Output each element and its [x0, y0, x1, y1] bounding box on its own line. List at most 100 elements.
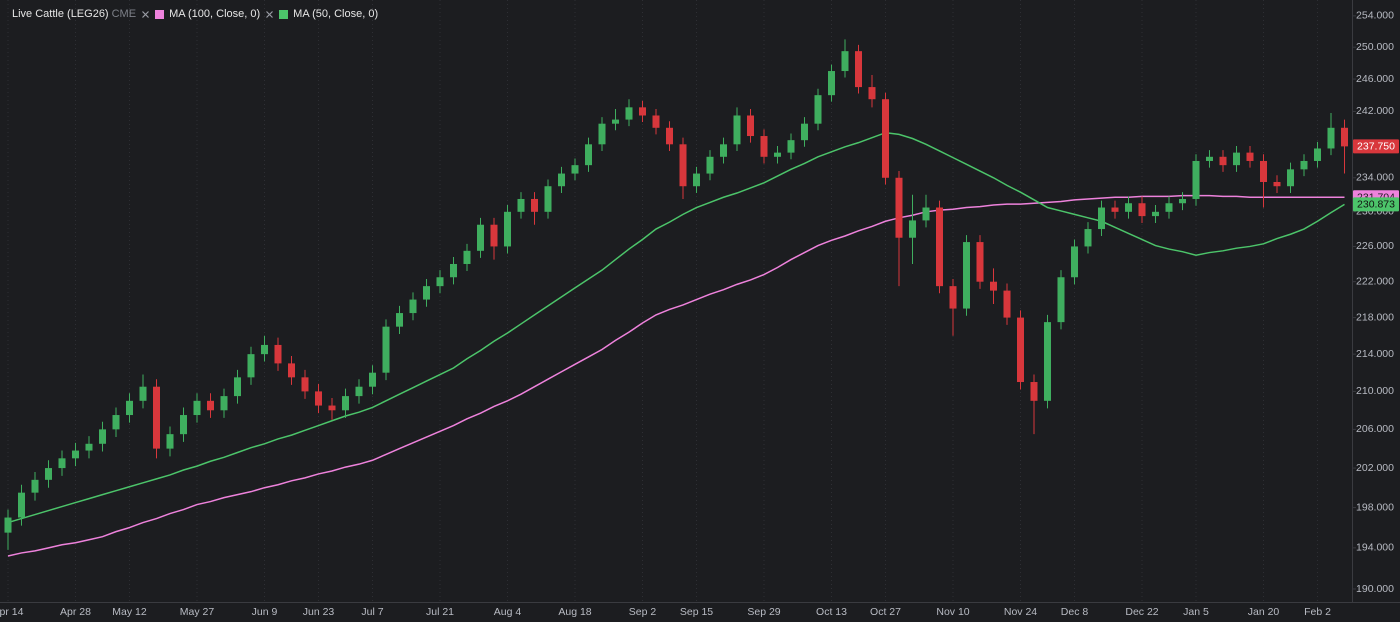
candle-body: [1138, 203, 1146, 217]
candle-body: [1341, 127, 1348, 147]
candle-body: [409, 299, 417, 314]
candle-body: [234, 377, 241, 397]
y-tick-label: 242.000: [1356, 105, 1394, 117]
candle-body: [976, 242, 984, 282]
x-tick-label: Jun 23: [303, 606, 335, 618]
x-tick-label: Apr 14: [0, 606, 24, 618]
x-tick-label: Oct 13: [816, 606, 847, 618]
y-tick-label: 210.000: [1356, 385, 1394, 397]
candle-body: [720, 144, 727, 157]
candle-body: [1057, 277, 1065, 323]
x-tick-label: Dec 8: [1061, 606, 1089, 618]
candle-body: [801, 123, 808, 141]
x-tick-label: Dec 22: [1125, 606, 1158, 618]
candle-body: [18, 492, 25, 518]
legend: Live Cattle (LEG26) CME MA (100, Close, …: [12, 8, 378, 20]
candle-body: [382, 326, 390, 373]
candle-body: [504, 211, 511, 247]
candle-body: [841, 51, 849, 72]
y-tick-label: 214.000: [1356, 348, 1394, 360]
candle-body: [45, 468, 52, 480]
candle-body: [1260, 160, 1267, 182]
x-tick-label: Sep 2: [629, 606, 657, 618]
candle-body: [166, 434, 174, 449]
y-tick-label: 254.000: [1356, 10, 1394, 22]
candle-body: [666, 127, 673, 145]
candle-body: [220, 396, 228, 411]
candle-body: [936, 207, 943, 287]
candle-body: [1219, 156, 1227, 166]
candle-body: [922, 207, 930, 221]
y-tick-label: 246.000: [1356, 73, 1394, 85]
candle-body: [423, 286, 430, 300]
candle-body: [706, 156, 714, 174]
candle-body: [477, 224, 484, 251]
candle-body: [193, 400, 201, 416]
x-tick-label: Aug 18: [558, 606, 591, 618]
candle-body: [58, 458, 66, 469]
y-tick-label: 218.000: [1356, 311, 1394, 323]
candle-body: [1084, 229, 1092, 247]
candle-body: [1246, 152, 1254, 161]
legend-swatch: [155, 9, 165, 19]
candle-body: [693, 173, 700, 187]
candle-body: [72, 450, 79, 459]
candle-body: [855, 51, 862, 88]
candle-body: [301, 377, 309, 392]
candle-body: [288, 363, 295, 378]
price-tag: [1353, 139, 1399, 154]
x-tick-label: Apr 28: [60, 606, 91, 618]
y-tick-label: 222.000: [1356, 275, 1394, 287]
candle-body: [558, 173, 565, 187]
candle-body: [1165, 203, 1173, 212]
candle-body: [585, 144, 592, 166]
candle-body: [639, 107, 646, 116]
candle-body: [571, 165, 579, 174]
candle-body: [774, 152, 781, 157]
exchange: CME: [111, 8, 137, 20]
candle-body: [531, 198, 538, 212]
candle-body: [828, 71, 835, 96]
candle-body: [328, 405, 336, 411]
candle-body: [261, 344, 268, 355]
remove-symbol[interactable]: [141, 10, 150, 19]
candle-body: [99, 429, 106, 444]
legend-swatch: [279, 9, 289, 19]
y-tick-label: 190.000: [1356, 583, 1394, 595]
candle-body: [679, 144, 687, 187]
x-tick-label: May 27: [180, 606, 215, 618]
candle-body: [652, 115, 660, 128]
candle-body: [868, 87, 876, 100]
x-tick-label: Oct 27: [870, 606, 901, 618]
candle-body: [963, 242, 970, 309]
candle-body: [450, 263, 457, 278]
candle-body: [949, 286, 957, 309]
candle-body: [1017, 317, 1024, 383]
candle-body: [814, 95, 822, 124]
candle-body: [396, 313, 403, 327]
y-tick-label: 226.000: [1356, 240, 1394, 252]
candle-body: [1030, 382, 1038, 401]
candle-body: [1327, 127, 1335, 149]
plot-area: [4, 0, 1348, 602]
x-tick-label: Aug 4: [494, 606, 522, 618]
candle-body: [355, 386, 363, 397]
price-tag-label: 230.873: [1357, 199, 1395, 211]
candle-body: [895, 177, 903, 238]
candle-body: [463, 250, 471, 264]
x-tick-label: Jan 20: [1248, 606, 1280, 618]
y-tick-label: 234.000: [1356, 172, 1394, 184]
candle-body: [490, 224, 498, 247]
candle-body: [733, 115, 741, 145]
candle-body: [1125, 203, 1132, 212]
x-tick-label: Jan 5: [1183, 606, 1209, 618]
legend-label[interactable]: MA (100, Close, 0): [169, 8, 261, 20]
symbol-title[interactable]: Live Cattle (LEG26): [12, 8, 109, 20]
candle-body: [315, 391, 322, 406]
remove-indicator[interactable]: [265, 10, 274, 19]
x-tick-label: Jul 7: [361, 606, 383, 618]
x-tick-label: May 12: [112, 606, 147, 618]
legend-label[interactable]: MA (50, Close, 0): [293, 8, 379, 20]
